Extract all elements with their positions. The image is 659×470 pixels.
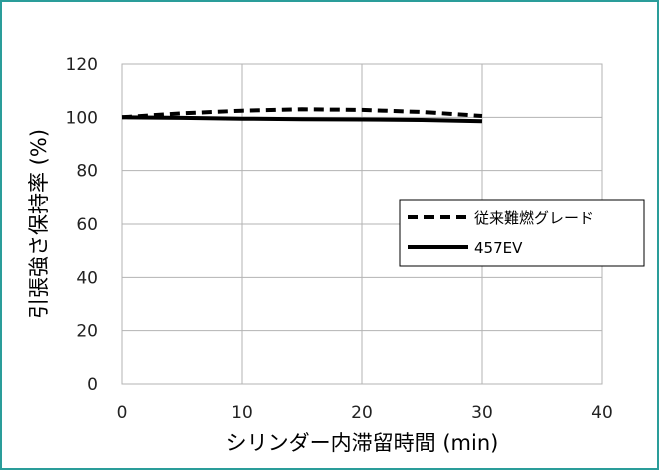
y-tick-label-4: 80 xyxy=(76,162,98,182)
x-tick-label-0: 0 xyxy=(117,403,128,423)
y-axis-ticks: 0 20 40 60 80 100 120 xyxy=(66,55,98,395)
x-tick-label-2: 20 xyxy=(351,403,373,423)
series-line-0 xyxy=(121,107,483,120)
y-tick-label-6: 120 xyxy=(66,55,98,75)
y-tick-label-0: 0 xyxy=(87,375,98,395)
series-lines xyxy=(121,107,483,124)
legend-label-0: 従来難燃グレード xyxy=(474,209,594,227)
x-axis-title: シリンダー内滞留時間 (min) xyxy=(226,431,499,455)
y-axis-title: 引張強さ保持率 (%) xyxy=(27,129,51,319)
series-line-1 xyxy=(121,115,483,124)
y-tick-label-5: 100 xyxy=(66,108,98,128)
x-tick-label-1: 10 xyxy=(231,403,253,423)
legend-box xyxy=(399,199,645,267)
x-tick-label-3: 30 xyxy=(471,403,493,423)
x-tick-label-4: 40 xyxy=(591,403,613,423)
y-tick-label-1: 20 xyxy=(76,322,98,342)
legend-label-1: 457EV xyxy=(474,239,523,257)
legend: 従来難燃グレード 457EV xyxy=(399,199,645,267)
x-axis-ticks: 0 10 20 30 40 xyxy=(117,403,613,423)
y-tick-label-3: 60 xyxy=(76,215,98,235)
y-tick-label-2: 40 xyxy=(76,268,98,288)
